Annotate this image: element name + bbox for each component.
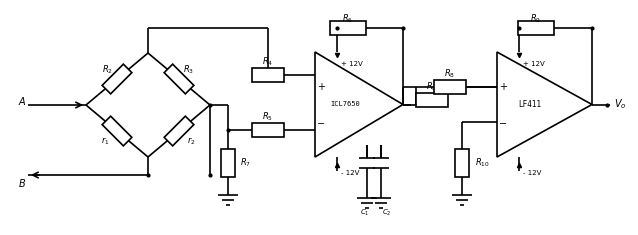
Bar	[455, 149, 469, 177]
Bar	[252, 123, 284, 137]
Text: $R_2$: $R_2$	[101, 64, 112, 76]
Bar	[164, 116, 194, 146]
Text: + 12V: + 12V	[341, 61, 363, 67]
Text: $R_6$: $R_6$	[343, 13, 353, 25]
Bar	[164, 64, 194, 94]
Text: $R_{10}$: $R_{10}$	[475, 157, 489, 169]
Text: $R_8$: $R_8$	[445, 67, 456, 80]
Text: $r_1$: $r_1$	[101, 135, 109, 147]
Text: $R_4$: $R_4$	[262, 56, 274, 68]
Bar	[330, 21, 366, 35]
Text: $r_2$: $r_2$	[187, 135, 195, 147]
Text: $A$: $A$	[18, 95, 27, 107]
Text: $C_1$: $C_1$	[360, 208, 370, 218]
Text: $-$: $-$	[316, 117, 325, 127]
Bar	[252, 68, 284, 82]
Text: $R_7$: $R_7$	[241, 157, 251, 169]
Text: $R_3$: $R_3$	[184, 64, 195, 76]
Text: $R_9$: $R_9$	[530, 13, 542, 25]
Bar	[416, 93, 448, 107]
Text: LF411: LF411	[519, 100, 542, 109]
Bar	[434, 80, 466, 94]
Text: $R_5$: $R_5$	[262, 111, 274, 123]
Text: +: +	[317, 82, 325, 92]
Text: +: +	[499, 82, 507, 92]
Bar	[102, 116, 132, 146]
Bar	[221, 149, 235, 177]
Text: - 12V: - 12V	[523, 170, 542, 176]
Text: ICL7650: ICL7650	[330, 102, 360, 107]
Text: $R_8$: $R_8$	[426, 81, 438, 93]
Text: $V_o$: $V_o$	[614, 98, 627, 111]
Text: - 12V: - 12V	[341, 170, 359, 176]
Text: $-$: $-$	[498, 117, 508, 127]
Bar	[102, 64, 132, 94]
Text: $B$: $B$	[18, 177, 26, 189]
Text: $C_2$: $C_2$	[382, 208, 392, 218]
Text: + 12V: + 12V	[523, 61, 545, 67]
Bar	[518, 21, 554, 35]
